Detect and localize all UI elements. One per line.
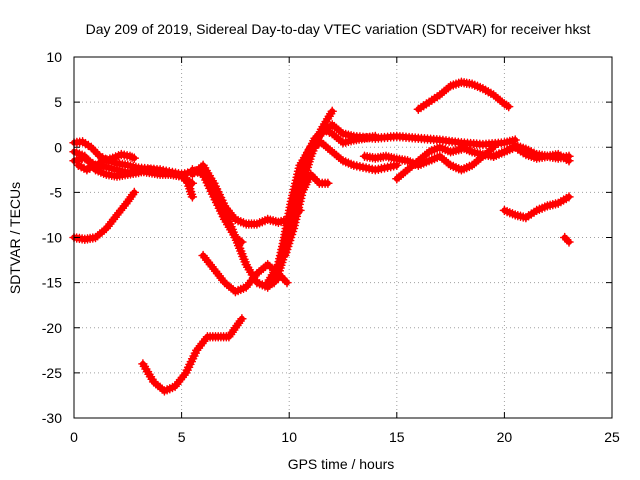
series-markers <box>559 232 574 247</box>
x-tick-label: 15 <box>389 429 405 445</box>
series-markers <box>499 192 574 223</box>
chart-title: Day 209 of 2019, Sidereal Day-to-day VTE… <box>86 21 591 37</box>
y-tick-label: 5 <box>54 94 62 110</box>
series-arc-18 <box>413 77 514 115</box>
series-arc-20 <box>488 142 574 166</box>
y-tick-label: -15 <box>42 275 62 291</box>
y-axis-label: SDTVAR / TECUs <box>7 182 23 294</box>
x-tick-label: 10 <box>281 429 297 445</box>
series-arc-22 <box>559 232 574 247</box>
series-arc-5 <box>69 187 140 245</box>
data-series <box>69 77 574 396</box>
series-markers <box>284 124 381 225</box>
series-markers <box>73 149 140 175</box>
x-tick-label: 5 <box>178 429 186 445</box>
series-arc-21 <box>499 192 574 223</box>
y-tick-label: 0 <box>54 139 62 155</box>
series-arc-14 <box>280 169 333 261</box>
series-markers <box>392 142 467 184</box>
x-tick-label: 25 <box>604 429 620 445</box>
y-tick-label: 10 <box>46 49 62 65</box>
x-axis-label: GPS time / hours <box>288 456 395 472</box>
y-tick-label: -20 <box>42 320 62 336</box>
series-markers <box>138 313 247 396</box>
y-tick-label: -30 <box>42 410 62 426</box>
series-markers <box>413 77 514 115</box>
x-tick-label: 0 <box>70 429 78 445</box>
y-tick-label: -10 <box>42 230 62 246</box>
x-tick-labels: 0 5 10 15 20 25 <box>70 429 620 445</box>
series-arc-15 <box>284 124 381 225</box>
axis-ticks <box>73 56 613 419</box>
series-markers <box>488 142 574 166</box>
series-arc-8 <box>187 165 247 247</box>
x-tick-label: 20 <box>497 429 513 445</box>
y-tick-labels: -30 -25 -20 -15 -10 -5 0 5 10 <box>42 49 62 426</box>
series-arc-6 <box>138 313 247 396</box>
series-arc-17 <box>392 142 467 184</box>
grid-lines <box>74 57 612 418</box>
series-trace <box>264 121 519 286</box>
y-tick-label: -5 <box>50 184 63 200</box>
y-tick-label: -25 <box>42 365 62 381</box>
series-markers <box>69 187 140 245</box>
series-markers <box>280 169 333 261</box>
series-arc-16 <box>359 142 499 175</box>
series-arc-4 <box>73 149 140 175</box>
series-markers <box>187 165 247 247</box>
